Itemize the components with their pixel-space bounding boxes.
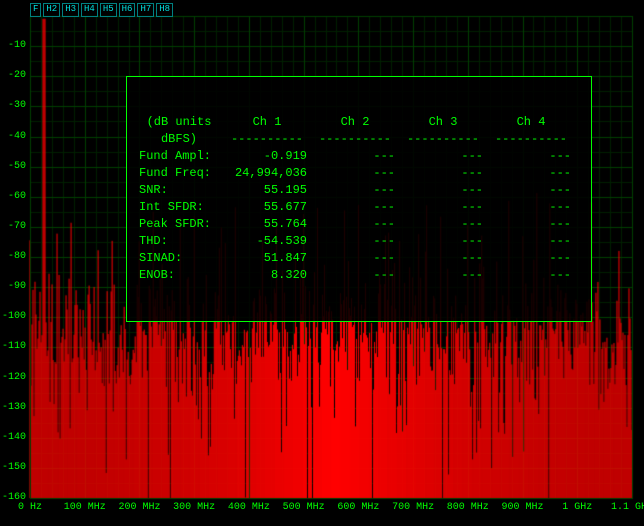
metric-label: ENOB: (139, 268, 225, 283)
metric-ch3: --- (403, 183, 489, 198)
y-tick-label: -30 (0, 100, 26, 111)
harmonic-button-h2[interactable]: H2 (43, 3, 60, 17)
metric-ch3: --- (403, 166, 489, 181)
harmonic-button-h6[interactable]: H6 (119, 3, 136, 17)
header-units: (dB units (139, 115, 225, 130)
metric-ch4: --- (491, 251, 577, 266)
x-tick-label: 600 MHz (337, 502, 379, 513)
y-tick-label: -130 (0, 402, 26, 413)
y-tick-label: -80 (0, 251, 26, 262)
measurement-info-box: (dB units Ch 1 Ch 2 Ch 3 Ch 4 dBFS) ----… (126, 76, 592, 322)
metric-ch3: --- (403, 268, 489, 283)
metric-ch3: --- (403, 149, 489, 164)
harmonic-toolbar: FH2H3H4H5H6H7H8 (30, 3, 173, 17)
measurement-table: (dB units Ch 1 Ch 2 Ch 3 Ch 4 dBFS) ----… (137, 113, 579, 285)
metric-ch2: --- (315, 217, 401, 232)
metric-ch1: 51.847 (227, 251, 313, 266)
header-ch2: Ch 2 (315, 115, 401, 130)
harmonic-button-h7[interactable]: H7 (137, 3, 154, 17)
metric-ch4: --- (491, 268, 577, 283)
x-tick-label: 800 MHz (447, 502, 489, 513)
fft-spectrum-plot: FH2H3H4H5H6H7H8 (dB units Ch 1 Ch 2 Ch 3… (0, 0, 644, 526)
table-row: Fund Freq:24,994,036--------- (139, 166, 577, 181)
x-tick-label: 0 Hz (18, 502, 42, 513)
y-tick-label: -10 (0, 40, 26, 51)
x-tick-label: 500 MHz (283, 502, 325, 513)
metric-ch1: 24,994,036 (227, 166, 313, 181)
metric-ch1: 55.195 (227, 183, 313, 198)
metric-ch4: --- (491, 217, 577, 232)
table-row: SINAD:51.847--------- (139, 251, 577, 266)
y-tick-label: -60 (0, 191, 26, 202)
header-ch3: Ch 3 (403, 115, 489, 130)
x-tick-label: 200 MHz (118, 502, 160, 513)
x-tick-label: 300 MHz (173, 502, 215, 513)
table-row: Fund Ampl:-0.919--------- (139, 149, 577, 164)
x-tick-label: 700 MHz (392, 502, 434, 513)
metric-label: Int SFDR: (139, 200, 225, 215)
harmonic-button-h5[interactable]: H5 (100, 3, 117, 17)
metric-ch2: --- (315, 234, 401, 249)
harmonic-button-h8[interactable]: H8 (156, 3, 173, 17)
metric-ch2: --- (315, 166, 401, 181)
y-tick-label: -20 (0, 70, 26, 81)
metric-ch3: --- (403, 217, 489, 232)
metric-ch1: 8.320 (227, 268, 313, 283)
table-header: (dB units Ch 1 Ch 2 Ch 3 Ch 4 (139, 115, 577, 130)
dash: ---------- (315, 132, 401, 147)
dash: ---------- (491, 132, 577, 147)
table-row: Peak SFDR:55.764--------- (139, 217, 577, 232)
header-ch1: Ch 1 (227, 115, 313, 130)
metric-label: Fund Ampl: (139, 149, 225, 164)
metric-ch1: -54.539 (227, 234, 313, 249)
dash: ---------- (227, 132, 313, 147)
table-row: SNR:55.195--------- (139, 183, 577, 198)
table-row: ENOB:8.320--------- (139, 268, 577, 283)
y-tick-label: -70 (0, 221, 26, 232)
y-tick-label: -140 (0, 432, 26, 443)
table-row: Int SFDR:55.677--------- (139, 200, 577, 215)
metric-ch4: --- (491, 166, 577, 181)
x-tick-label: 400 MHz (228, 502, 270, 513)
table-row: THD:-54.539--------- (139, 234, 577, 249)
header-units-2: dBFS) (139, 132, 225, 147)
y-tick-label: -120 (0, 372, 26, 383)
x-tick-label: 900 MHz (502, 502, 544, 513)
y-tick-label: -90 (0, 281, 26, 292)
y-tick-label: -150 (0, 462, 26, 473)
metric-label: SINAD: (139, 251, 225, 266)
metric-ch2: --- (315, 200, 401, 215)
metric-ch4: --- (491, 200, 577, 215)
metric-ch3: --- (403, 234, 489, 249)
y-tick-label: -100 (0, 311, 26, 322)
metric-label: Peak SFDR: (139, 217, 225, 232)
metric-ch4: --- (491, 234, 577, 249)
harmonic-button-h4[interactable]: H4 (81, 3, 98, 17)
metric-ch4: --- (491, 183, 577, 198)
x-tick-label: 1 GHz (562, 502, 592, 513)
dash: ---------- (403, 132, 489, 147)
metric-label: Fund Freq: (139, 166, 225, 181)
metric-ch2: --- (315, 251, 401, 266)
table-header-2: dBFS) ---------- ---------- ---------- -… (139, 132, 577, 147)
y-tick-label: -50 (0, 161, 26, 172)
metric-ch3: --- (403, 200, 489, 215)
metric-ch1: 55.764 (227, 217, 313, 232)
y-tick-label: -110 (0, 341, 26, 352)
metric-ch2: --- (315, 183, 401, 198)
x-tick-label: 1.1 GHz (611, 502, 644, 513)
y-tick-label: -40 (0, 131, 26, 142)
x-tick-label: 100 MHz (64, 502, 106, 513)
harmonic-button-h3[interactable]: H3 (62, 3, 79, 17)
metric-ch2: --- (315, 268, 401, 283)
metric-label: SNR: (139, 183, 225, 198)
metric-ch1: -0.919 (227, 149, 313, 164)
metric-ch1: 55.677 (227, 200, 313, 215)
metric-ch3: --- (403, 251, 489, 266)
header-ch4: Ch 4 (491, 115, 577, 130)
metric-label: THD: (139, 234, 225, 249)
harmonic-button-f[interactable]: F (30, 3, 41, 17)
metric-ch4: --- (491, 149, 577, 164)
metric-ch2: --- (315, 149, 401, 164)
